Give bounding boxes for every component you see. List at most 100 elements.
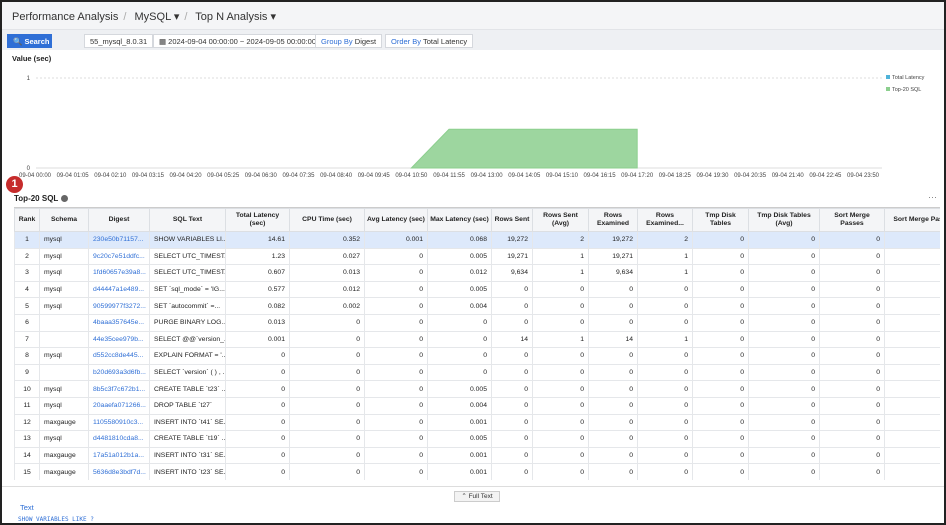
table-cell: 0 xyxy=(289,413,365,432)
column-header: Rank xyxy=(14,208,40,232)
table-row[interactable]: 2 mysql 9c20c7e51ddfc... SELECT UTC_TIMEST.… xyxy=(14,247,940,266)
table-cell: 20aaefa071266... xyxy=(88,396,150,415)
table-cell xyxy=(884,247,940,266)
legend-label: Total Latency xyxy=(892,75,925,81)
table-cell: 14 xyxy=(14,446,40,465)
table-cell: maxgauge xyxy=(39,413,89,432)
table-row[interactable]: 5 mysql 90599977f3272... SET `autocommit` =… xyxy=(14,297,940,315)
column-header: Digest xyxy=(88,208,150,232)
table-row[interactable]: 4 mysql d44447a1e489... SET `sql_mode` = 'I… xyxy=(14,280,940,299)
table-row[interactable]: 12 maxgauge 1105580910c3... INSERT INTO `t4… xyxy=(14,413,940,432)
table-row[interactable]: 11 mysql 20aaefa071266... DROP TABLE `t27` 0… xyxy=(14,396,940,415)
table-cell: EXPLAIN FORMAT = '... xyxy=(149,347,226,365)
instance-select[interactable]: 55_mysql_8.0.31 xyxy=(84,34,154,48)
table-row[interactable]: 8 mysql d552cc8de445... EXPLAIN FORMAT = '.… xyxy=(14,347,940,365)
table-cell: mysql xyxy=(39,280,89,299)
table-cell: 0 xyxy=(225,413,290,432)
legend-label: Top-20 SQL xyxy=(892,87,921,93)
table-cell xyxy=(884,280,940,299)
more-menu[interactable]: ··· xyxy=(928,192,937,202)
table-row[interactable]: 3 mysql 1fd60657e39a8... SELECT UTC_TIMEST.… xyxy=(14,264,940,282)
table-cell: 0 xyxy=(532,396,589,415)
x-tick-label: 09-04 13:00 xyxy=(471,173,504,179)
table-cell: 0 xyxy=(364,247,428,266)
x-tick-label: 09-04 00:00 xyxy=(19,173,52,179)
table-cell: 19,271 xyxy=(588,247,638,266)
time-range[interactable]: ▦ 2024-09-04 00:00:00 ~ 2024-09-05 00:00… xyxy=(153,34,323,48)
group-by-label: Group By xyxy=(321,37,353,46)
table-cell: 0 xyxy=(491,313,533,332)
header-row: Rank Schema Digest SQL Text Total Latency (s… xyxy=(14,208,940,232)
column-header: Total Latency (sec) xyxy=(225,208,290,232)
x-tick-label: 09-04 01:05 xyxy=(57,173,90,179)
crumb[interactable]: Performance Analysis xyxy=(12,11,119,23)
table-row[interactable]: 13 mysql d4481810cda8... CREATE TABLE `t19`… xyxy=(14,430,940,448)
table-cell: 0 xyxy=(532,297,589,315)
table-cell: 0 xyxy=(364,430,428,448)
table-cell: 7 xyxy=(14,330,40,349)
table-cell: 14.61 xyxy=(225,231,290,249)
table-cell: SET `autocommit` =... xyxy=(149,297,226,315)
x-tick-label: 09-04 14:05 xyxy=(508,173,541,179)
table-cell: 0 xyxy=(748,247,820,266)
table-wrap: Rank Schema Digest SQL Text Total Latency (s… xyxy=(14,207,940,480)
table-cell: 0 xyxy=(532,313,589,332)
table-cell xyxy=(884,413,940,432)
table-row[interactable]: 7 44e35cee979b... SELECT @@`version_... 0.0… xyxy=(14,330,940,349)
x-tick-label: 09-04 10:50 xyxy=(395,173,428,179)
table-cell: 0 xyxy=(692,313,749,332)
x-tick-label: 09-04 02:10 xyxy=(94,173,127,179)
table-cell: 0 xyxy=(692,231,749,249)
info-icon[interactable] xyxy=(61,195,69,202)
table-cell: 0 xyxy=(364,330,428,349)
table-row[interactable]: 15 maxgauge 5636d8e3bdf7d... INSERT INTO `t… xyxy=(14,463,940,480)
table-row[interactable]: 9 b20d693a3d6fb... SELECT `version` ( ) , … xyxy=(14,363,940,382)
table-cell: 0 xyxy=(289,347,365,365)
group-by-value: Digest xyxy=(354,37,377,46)
table-cell: 0 xyxy=(588,363,638,382)
table-row[interactable]: 10 mysql 8b5c3f7c672b1... CREATE TABLE `t23… xyxy=(14,380,940,398)
table-cell: 17a51a012b1a... xyxy=(88,446,150,465)
table-cell: 14 xyxy=(588,330,638,349)
table-cell: 0 xyxy=(427,347,492,365)
table-cell: 0 xyxy=(819,363,885,382)
table-cell: 0 xyxy=(364,280,428,299)
order-by[interactable]: Order By Total Latency xyxy=(385,34,474,48)
column-header: CPU Time (sec) xyxy=(289,208,365,232)
group-by[interactable]: Group By Digest xyxy=(315,34,383,48)
breadcrumb: Performance Analysis / MySQL ▾ / Top N Ana… xyxy=(2,2,944,30)
x-tick-label: 09-04 18:25 xyxy=(659,173,692,179)
table-cell: 0 xyxy=(692,330,749,349)
table-cell: 0 xyxy=(748,430,820,448)
legend-swatch xyxy=(886,87,890,91)
search-button[interactable]: 🔍 Search xyxy=(7,34,52,48)
table-cell: 0.005 xyxy=(427,280,492,299)
table-cell: 0 xyxy=(819,264,885,282)
table-cell: 12 xyxy=(14,413,40,432)
full-text-button[interactable]: ⌃ Full Text xyxy=(454,491,500,502)
table-cell: 9c20c7e51ddfc... xyxy=(88,247,150,266)
table-cell: 0 xyxy=(819,463,885,480)
table-cell: 0 xyxy=(225,430,290,448)
table-cell: 0.002 xyxy=(289,297,365,315)
x-tick-label: 09-04 03:15 xyxy=(132,173,165,179)
table-cell: 0 xyxy=(532,380,589,398)
x-tick-label: 09-04 22:45 xyxy=(809,173,842,179)
column-header: Max Latency (sec) xyxy=(427,208,492,232)
table-cell: d44447a1e489... xyxy=(88,280,150,299)
table-row[interactable]: 1 mysql 230e50b71157... SHOW VARIABLES LI..… xyxy=(14,231,940,249)
table-cell: mysql xyxy=(39,297,89,315)
table-cell: 0 xyxy=(532,363,589,382)
table-cell: 0.352 xyxy=(289,231,365,249)
crumb[interactable]: MySQL xyxy=(134,11,171,23)
table-cell: 0 xyxy=(532,280,589,299)
table-row[interactable]: 14 maxgauge 17a51a012b1a... INSERT INTO `t3… xyxy=(14,446,940,465)
crumb[interactable]: Top N Analysis xyxy=(195,11,268,23)
table-cell: 4 xyxy=(14,280,40,299)
table-cell: 0 xyxy=(289,380,365,398)
table-cell: 5 xyxy=(14,297,40,315)
table-row[interactable]: 6 4baaa357645e... PURGE BINARY LOG... 0.013… xyxy=(14,313,940,332)
table-cell: 5636d8e3bdf7d... xyxy=(88,463,150,480)
table-cell: 1105580910c3... xyxy=(88,413,150,432)
sql-text: SHOW VARIABLES LIKE ? xyxy=(18,516,94,523)
